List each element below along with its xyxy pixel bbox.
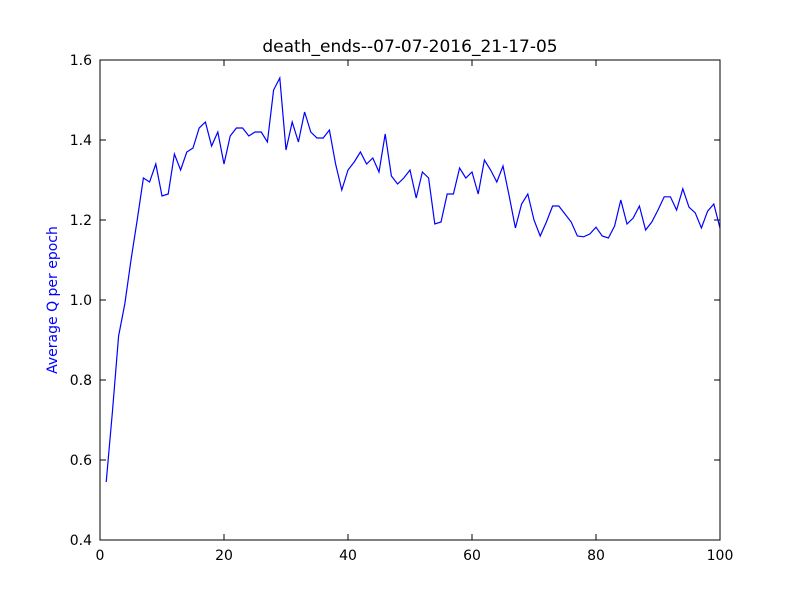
x-tick-label: 60 bbox=[463, 548, 481, 564]
y-tick-label: 1.2 bbox=[70, 213, 92, 229]
y-tick-label: 1.4 bbox=[70, 133, 92, 149]
x-tick-label: 40 bbox=[339, 548, 357, 564]
axis-ticks: 0 20 40 60 80 100 0.4 0.6 0.8 1.0 1.2 1.4 1.6 bbox=[70, 53, 734, 564]
x-tick-label: 80 bbox=[587, 548, 605, 564]
x-tick-label: 100 bbox=[707, 548, 734, 564]
series-line bbox=[105, 75, 721, 483]
y-axis-label: Average Q per epoch bbox=[45, 226, 61, 374]
y-tick-label: 0.4 bbox=[70, 533, 92, 549]
y-tick-label: 1.6 bbox=[70, 53, 92, 69]
y-tick-label: 0.6 bbox=[70, 453, 92, 469]
y-tick-label: 0.8 bbox=[70, 373, 92, 389]
x-tick-label: 20 bbox=[215, 548, 233, 564]
chart-title: death_ends--07-07-2016_21-17-05 bbox=[262, 37, 557, 57]
y-tick-label: 1.0 bbox=[70, 293, 92, 309]
x-tick-label: 0 bbox=[96, 548, 105, 564]
plot-area-frame bbox=[99, 59, 721, 541]
plot-data bbox=[105, 75, 721, 483]
